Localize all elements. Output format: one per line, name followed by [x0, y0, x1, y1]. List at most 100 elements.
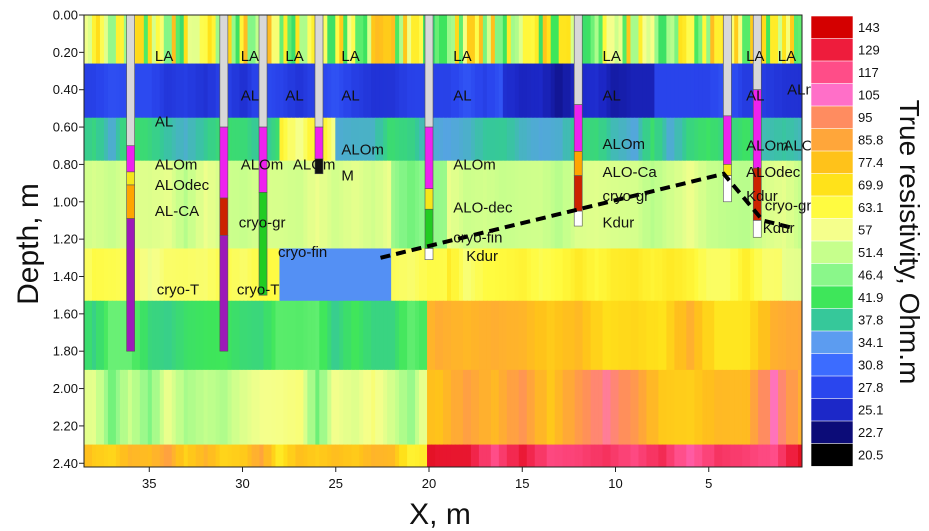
heatmap-cell [139, 248, 145, 302]
heatmap-cell [562, 248, 568, 302]
heatmap-cell [698, 63, 703, 119]
heatmap-cell [670, 248, 675, 302]
heatmap-cell [199, 117, 205, 162]
heatmap-cell [331, 369, 336, 446]
heatmap-cell [271, 63, 277, 119]
heatmap-cell [203, 15, 209, 65]
heatmap-cell [435, 117, 440, 162]
heatmap-cell [570, 117, 576, 162]
heatmap-cell [486, 248, 492, 302]
heatmap-cell [431, 444, 436, 467]
heatmap-cell [450, 248, 456, 302]
heatmap-cell [239, 63, 245, 119]
heatmap-cell [778, 444, 783, 467]
heatmap-cell [111, 117, 117, 162]
heatmap-cell [566, 117, 572, 162]
unit-label: LA [453, 48, 471, 65]
heatmap-cell [203, 369, 209, 446]
heatmap-cell [203, 117, 209, 162]
heatmap-cell [778, 248, 783, 302]
heatmap-cell [155, 63, 161, 119]
heatmap-cell [714, 117, 719, 162]
heatmap-cell [694, 117, 699, 162]
heatmap-cell [99, 63, 105, 119]
heatmap-cell [766, 117, 771, 162]
heatmap-cell [710, 117, 715, 162]
heatmap-cell [135, 160, 141, 249]
heatmap-cell [538, 248, 544, 302]
unit-label: cryo-T [157, 282, 200, 299]
heatmap-cell [139, 300, 145, 371]
heatmap-cell [618, 300, 624, 371]
heatmap-cell [590, 63, 596, 119]
heatmap-cell [247, 160, 253, 249]
heatmap-cell [530, 248, 536, 302]
heatmap-cell [478, 369, 484, 446]
heatmap-cell [610, 444, 616, 467]
heatmap-cell [522, 15, 528, 65]
heatmap-cell [191, 15, 197, 65]
heatmap-cell [163, 117, 169, 162]
heatmap-cell [678, 63, 683, 119]
heatmap-cell [766, 444, 771, 467]
heatmap-cell [474, 444, 480, 467]
heatmap-cell [674, 300, 679, 371]
heatmap-cell [139, 160, 145, 249]
heatmap-cell [379, 117, 384, 162]
heatmap-cell [630, 300, 636, 371]
heatmap-cell [383, 300, 388, 371]
colorbar-swatch [810, 60, 854, 85]
heatmap-cell [506, 15, 512, 65]
heatmap-cell [163, 300, 169, 371]
heatmap-cell [554, 160, 560, 249]
heatmap-cell [159, 160, 165, 249]
heatmap-cell [179, 369, 185, 446]
heatmap-cell [247, 63, 253, 119]
heatmap-cell [710, 369, 715, 446]
heatmap-cell [211, 369, 217, 446]
heatmap-cell [211, 300, 217, 371]
heatmap-cell [275, 15, 281, 65]
heatmap-cell [403, 369, 408, 446]
unit-label: ALOm [341, 142, 384, 159]
heatmap-cell [782, 300, 787, 371]
heatmap-cell [231, 15, 237, 65]
unit-label: ALm [787, 82, 818, 99]
heatmap-cell [542, 15, 548, 65]
heatmap-cell [778, 160, 783, 249]
heatmap-cell [586, 15, 592, 65]
heatmap-cell [439, 63, 444, 119]
heatmap-cell [482, 117, 488, 162]
heatmap-cell [323, 15, 328, 65]
heatmap-cell [690, 369, 695, 446]
heatmap-cell [614, 63, 620, 119]
heatmap-cell [598, 15, 604, 65]
heatmap-cell [726, 248, 731, 302]
heatmap-cell [103, 15, 109, 65]
heatmap-cell [147, 117, 153, 162]
heatmap-cell [494, 369, 500, 446]
heatmap-cell [111, 300, 117, 371]
heatmap-cell [738, 369, 743, 446]
heatmap-cell [439, 369, 444, 446]
heatmap-cell [343, 63, 348, 119]
heatmap-cell [219, 444, 225, 467]
heatmap-cell [606, 369, 612, 446]
heatmap-cell [514, 248, 520, 302]
heatmap-cell [654, 248, 659, 302]
colorbar-swatch [810, 83, 854, 107]
heatmap-cell [526, 369, 532, 446]
heatmap-cell [251, 300, 257, 371]
heatmap-cell [367, 117, 372, 162]
heatmap-cell [606, 160, 612, 249]
heatmap-cell [391, 63, 396, 119]
heatmap-cell [84, 63, 89, 119]
heatmap-cell [331, 300, 336, 371]
heatmap-cell [143, 160, 149, 249]
heatmap-cell [738, 15, 743, 65]
heatmap-cell [423, 444, 428, 467]
heatmap-cell [131, 444, 137, 467]
heatmap-cell [111, 15, 117, 65]
heatmap-cell [690, 117, 695, 162]
heatmap-cell [331, 160, 336, 249]
